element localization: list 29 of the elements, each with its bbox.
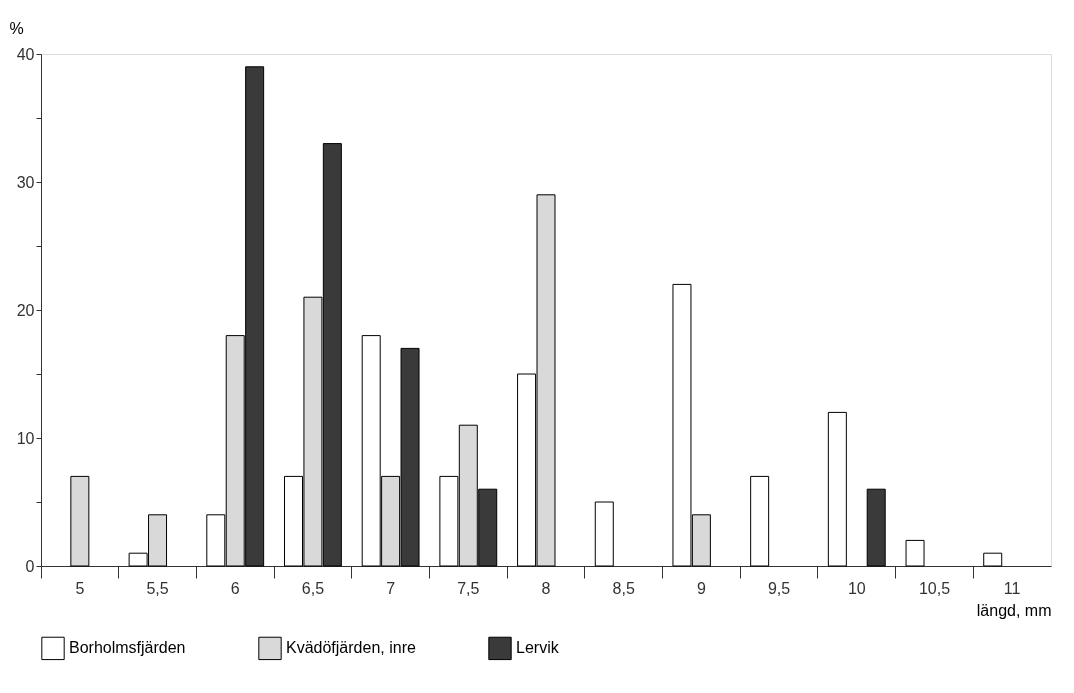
x-tick-label: 11	[1003, 579, 1021, 597]
legend-label: Lervik	[516, 639, 560, 657]
y-tick-label: 40	[16, 45, 35, 63]
bar	[594, 501, 614, 567]
x-tick-label: 6	[230, 579, 240, 597]
bar	[827, 411, 847, 567]
bar	[70, 475, 90, 567]
x-tick-label: 9,5	[767, 579, 791, 597]
x-tick-label: 10,5	[918, 579, 951, 597]
x-tick-label: 7,5	[457, 579, 480, 597]
x-axis-title: längd, mm	[976, 601, 1052, 619]
x-tick-label: 7	[386, 579, 396, 597]
x-tick-label: 5	[75, 579, 85, 597]
y-tick-label: 10	[16, 429, 35, 447]
x-tick-label: 10	[847, 579, 866, 597]
legend-label: Kvädöfjärden, inre	[286, 639, 416, 657]
y-tick-label: 20	[16, 301, 35, 319]
x-tick-label: 8,5	[612, 579, 635, 597]
x-tick-label: 5,5	[146, 579, 169, 597]
x-tick-label: 9	[696, 579, 706, 597]
x-tick-label: 8	[541, 579, 551, 597]
legend-label: Borholmsfjärden	[69, 639, 186, 657]
bar	[983, 552, 1003, 567]
bar	[750, 475, 770, 567]
bar	[905, 539, 925, 567]
y-tick-label: 30	[16, 173, 35, 191]
x-tick-label: 6,5	[301, 579, 325, 597]
y-axis-title: %	[9, 19, 24, 37]
y-tick-label: 0	[25, 557, 35, 575]
